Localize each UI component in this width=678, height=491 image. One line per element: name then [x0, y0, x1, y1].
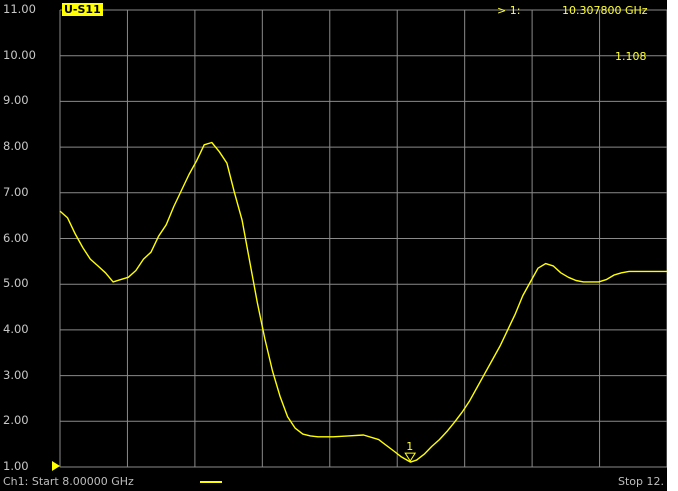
- chart-plot: [59, 9, 667, 468]
- y-tick-label: 3.00: [3, 367, 29, 382]
- y-tick-label: 11.00: [3, 2, 36, 16]
- trace-s11-line: [59, 141, 667, 463]
- marker-layer: [404, 452, 417, 463]
- y-tick-label: 8.00: [3, 139, 29, 154]
- grid: [59, 9, 667, 468]
- marker-triangle-icon[interactable]: [404, 452, 417, 463]
- reference-level-arrow-icon: [52, 461, 60, 471]
- y-tick-label: 1.00: [3, 459, 29, 473]
- marker-readout-label: > 1:: [497, 4, 521, 17]
- marker-value: 1.108: [615, 50, 647, 63]
- y-tick-label: 6.00: [3, 230, 29, 245]
- y-tick-label: 10.00: [3, 47, 36, 62]
- trace-color-swatch: [200, 481, 222, 483]
- y-tick-label: 9.00: [3, 93, 29, 108]
- trace-label[interactable]: U-S11: [62, 3, 103, 16]
- y-tick-label: 7.00: [3, 184, 29, 199]
- y-tick-label: 4.00: [3, 321, 29, 336]
- y-tick-label: 2.00: [3, 413, 29, 428]
- marker-frequency: 10.307800 GHz: [562, 4, 648, 17]
- start-frequency: Ch1: Start 8.00000 GHz: [3, 475, 134, 488]
- trace-layer: [59, 141, 667, 463]
- marker-number: 1: [406, 440, 414, 454]
- stop-frequency: Stop 12.: [618, 475, 664, 488]
- y-tick-label: 5.00: [3, 276, 29, 291]
- status-footer: Ch1: Start 8.00000 GHz Stop 12.: [0, 473, 667, 491]
